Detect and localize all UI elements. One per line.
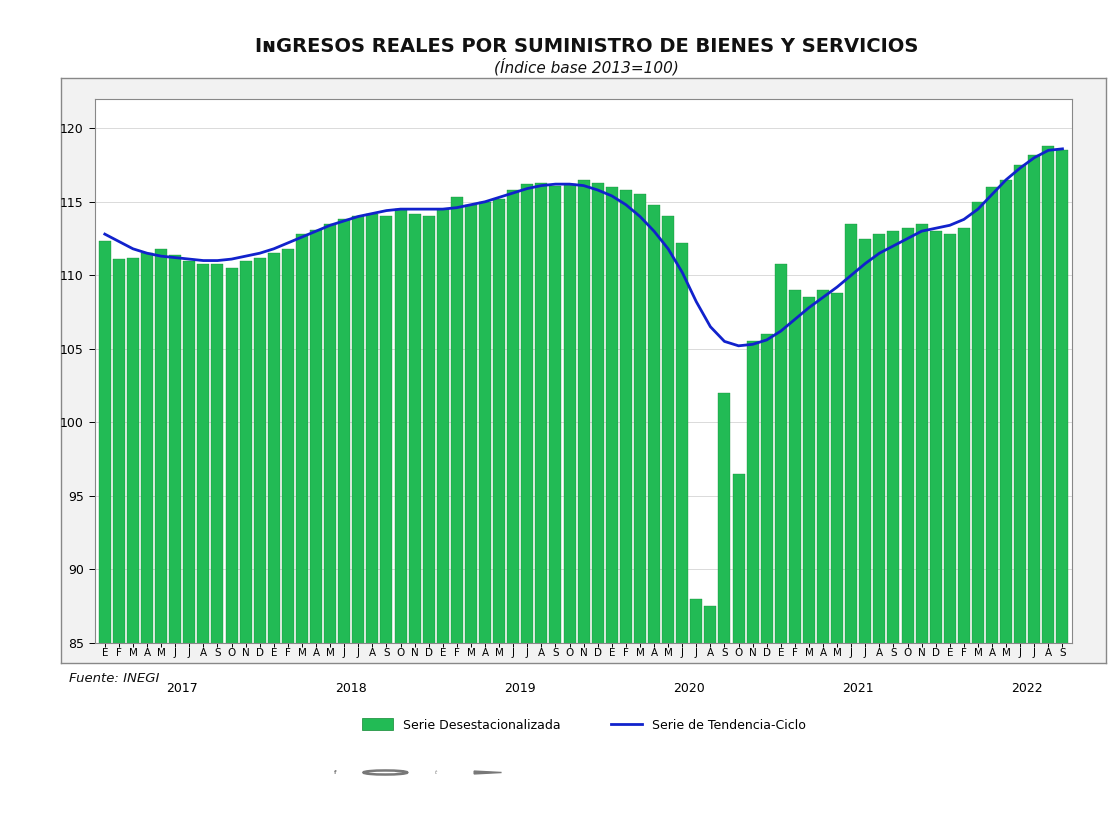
FancyBboxPatch shape — [436, 769, 536, 776]
Bar — [268, 253, 279, 824]
Bar — [394, 209, 407, 824]
Bar — [1057, 150, 1069, 824]
Bar — [972, 202, 984, 824]
Text: 2019: 2019 — [505, 681, 536, 695]
Bar — [113, 259, 125, 824]
Bar — [127, 258, 139, 824]
Bar — [254, 258, 266, 824]
Bar — [690, 598, 703, 824]
Bar — [381, 217, 392, 824]
Text: (Índice base 2013=100): (Índice base 2013=100) — [494, 58, 679, 75]
Bar — [620, 190, 632, 824]
Bar — [789, 290, 801, 824]
Bar — [324, 224, 336, 824]
Bar — [550, 185, 562, 824]
Bar — [817, 290, 829, 824]
FancyBboxPatch shape — [385, 768, 486, 777]
Bar — [465, 204, 477, 824]
Text: 2020: 2020 — [674, 681, 705, 695]
Bar — [422, 217, 435, 824]
Bar — [958, 228, 970, 824]
Bar — [846, 224, 857, 824]
Bar — [831, 293, 843, 824]
Bar — [155, 249, 168, 824]
Bar — [479, 202, 491, 824]
Bar — [634, 194, 646, 824]
Bar — [311, 230, 322, 824]
Bar — [240, 260, 251, 824]
Bar — [296, 234, 308, 824]
Bar — [409, 213, 421, 824]
Bar — [648, 204, 660, 824]
Bar — [577, 180, 590, 824]
Bar — [183, 260, 195, 824]
Text: INEGI: INEGI — [487, 761, 564, 784]
Bar — [211, 264, 223, 824]
Bar — [803, 297, 815, 824]
FancyBboxPatch shape — [285, 768, 385, 777]
Bar — [859, 238, 871, 824]
Bar — [1000, 180, 1012, 824]
Text: 2018: 2018 — [335, 681, 367, 695]
Bar — [746, 341, 758, 824]
Text: Informa: Informa — [570, 761, 667, 784]
FancyBboxPatch shape — [324, 767, 447, 778]
Bar — [141, 253, 153, 824]
Bar — [366, 213, 379, 824]
Bar — [592, 183, 603, 824]
Bar — [437, 209, 449, 824]
Bar — [493, 199, 505, 824]
Bar — [281, 249, 294, 824]
Bar — [916, 224, 927, 824]
Bar — [1042, 146, 1054, 824]
Bar — [888, 232, 899, 824]
Bar — [676, 243, 688, 824]
Bar — [338, 219, 351, 824]
Legend: Serie Desestacionalizada, Serie de Tendencia-Ciclo: Serie Desestacionalizada, Serie de Tende… — [362, 719, 805, 732]
Bar — [873, 234, 886, 824]
Bar — [564, 184, 575, 824]
Text: 2017: 2017 — [166, 681, 198, 695]
Text: 2021: 2021 — [842, 681, 875, 695]
Bar — [662, 217, 675, 824]
Bar — [226, 268, 238, 824]
Text: t: t — [435, 770, 437, 775]
Text: f: f — [334, 770, 336, 775]
Bar — [170, 255, 181, 824]
Bar — [761, 334, 773, 824]
Bar — [901, 228, 914, 824]
Text: 2022: 2022 — [1011, 681, 1043, 695]
Bar — [1014, 165, 1027, 824]
Text: Fuente: INEGI: Fuente: INEGI — [69, 672, 160, 685]
Bar — [1029, 155, 1040, 824]
Text: IɴGRESOS REALES POR SUMINISTRO DE BIENES Y SERVICIOS: IɴGRESOS REALES POR SUMINISTRO DE BIENES… — [255, 37, 918, 56]
Bar — [605, 187, 618, 824]
Bar — [733, 474, 745, 824]
Bar — [705, 606, 716, 824]
Bar — [522, 184, 533, 824]
Bar — [98, 241, 111, 824]
Bar — [929, 232, 942, 824]
Bar — [352, 217, 364, 824]
Bar — [535, 183, 547, 824]
Bar — [944, 234, 956, 824]
Bar — [718, 393, 731, 824]
Bar — [451, 198, 462, 824]
Bar — [198, 264, 209, 824]
Polygon shape — [474, 771, 502, 774]
Bar — [986, 187, 997, 824]
Bar — [507, 190, 519, 824]
Bar — [775, 264, 786, 824]
